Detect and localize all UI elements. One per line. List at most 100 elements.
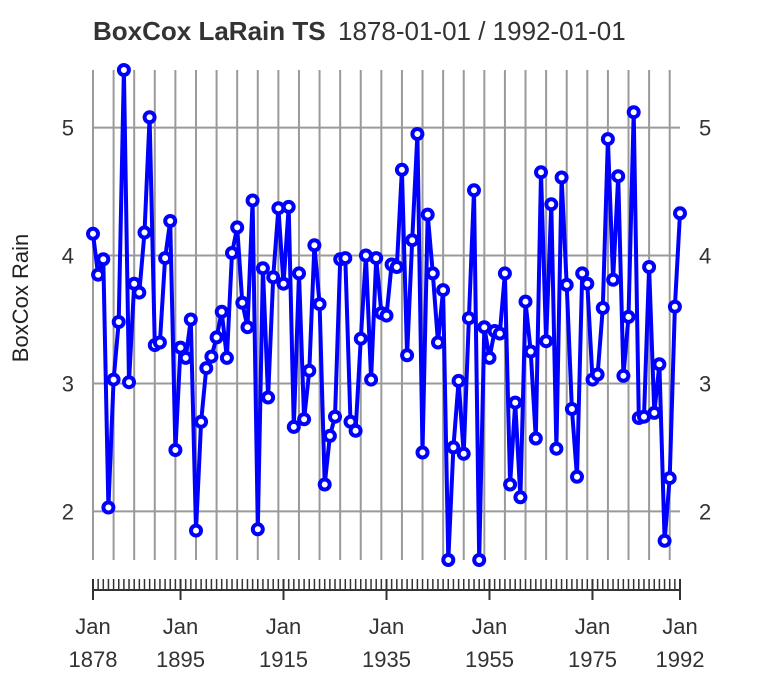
data-point [255,261,270,276]
data-point [472,553,487,567]
data-point [544,197,559,212]
y-tick-label-left: 2 [62,499,74,524]
data-point [405,233,420,248]
data-point [482,350,497,365]
data-point [590,367,605,382]
x-tick-month: Jan [472,614,507,639]
data-point [158,251,173,266]
data-point [642,260,657,274]
data-point [194,414,209,429]
data-point [606,272,621,287]
data-point [111,315,126,329]
data-point [580,276,595,291]
data-point [240,320,255,335]
data-point [209,330,224,345]
data-point [626,105,641,120]
data-point [389,260,404,274]
data-point [554,170,569,185]
x-tick-month: Jan [266,614,301,639]
data-point [266,270,281,285]
data-point [667,299,682,314]
data-point [595,301,610,315]
data-point [163,214,178,228]
data-point [420,207,435,222]
data-point [312,297,327,312]
data-point [621,309,636,324]
y-tick-label-left: 5 [62,116,74,141]
data-point [528,431,543,446]
y-tick-label-left: 3 [62,371,74,396]
data-point [518,294,533,309]
data-point [410,127,425,141]
data-point [539,334,554,349]
data-point [461,311,476,326]
data-point [91,267,106,282]
y-tick-label-right: 2 [699,499,711,524]
data-point [467,183,481,198]
x-tick-month: Jan [369,614,404,639]
x-tick-label: 1955 [465,647,514,672]
data-point [189,523,203,538]
data-point [549,441,564,456]
y-tick-label-right: 3 [699,371,711,396]
data-point [96,252,111,267]
data-point [101,500,116,515]
data-point [513,490,528,505]
data-point [492,326,507,341]
data-point [106,372,121,387]
y-tick-label-left: 4 [62,244,74,269]
data-point [178,350,193,365]
x-tick-label: 1992 [656,647,705,672]
data-point [441,553,456,567]
data-point [276,276,291,291]
data-point [456,446,471,461]
data-point [348,423,363,438]
data-point [369,251,384,266]
data-point [122,375,136,390]
y-axis-right: 2 3 4 5 [699,116,711,525]
x-tick-label: 1895 [156,647,205,672]
data-point [199,361,214,376]
x-tick-month: Jan [575,614,610,639]
data-point [292,266,306,281]
data-point [261,390,276,405]
y-tick-label-right: 4 [699,244,711,269]
data-point [245,193,260,208]
data-point [364,372,379,387]
data-point [575,266,590,281]
data-point [86,226,100,241]
data-point [394,162,409,177]
data-point [353,331,368,346]
data-point [559,277,574,292]
data-point [616,368,631,383]
y-tick-label-right: 5 [699,116,711,141]
data-point [183,312,198,327]
data-point [173,340,188,355]
data-point [497,266,512,281]
x-tick-month: Jan [163,614,198,639]
data-point [503,477,518,492]
y-axis-title: BoxCox Rain [8,234,33,362]
data-point [652,357,667,372]
data-point [281,199,296,214]
data-point [508,395,523,410]
data-point [116,63,131,77]
data-point [446,440,461,455]
data-point [322,428,337,443]
data-point [302,363,317,378]
data-point [152,335,167,350]
data-point [214,304,229,319]
data-point [647,405,662,420]
data-point [137,225,152,240]
data-point [230,220,245,235]
x-axis: Jan 1878 Jan 1895 Jan 1915 Jan 1935 Jan 1955 Jan 19… [69,579,705,672]
x-tick-label: 1915 [259,647,308,672]
data-point [523,344,538,359]
data-point [673,206,687,221]
x-tick-label: 1935 [362,647,411,672]
data-point [307,238,322,253]
data-point [400,348,415,363]
y-axis-left: 2 3 4 5 [62,116,74,525]
data-point [564,402,579,416]
data-point [657,533,672,548]
